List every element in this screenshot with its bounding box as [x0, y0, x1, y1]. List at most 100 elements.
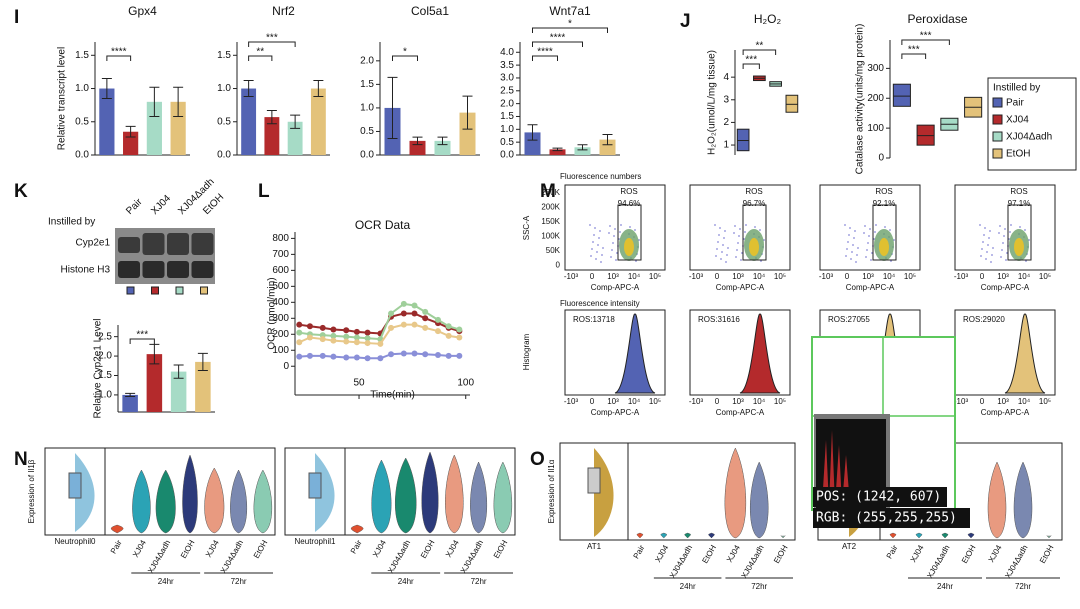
x-axis-label: Comp-APC-A [846, 283, 895, 292]
x-tick-label: 10⁴ [1018, 397, 1031, 406]
event-dot [850, 258, 852, 260]
event-dot [1001, 249, 1003, 251]
event-dot [610, 256, 612, 258]
x-tick-label: 10⁴ [628, 397, 641, 406]
event-dot [744, 231, 746, 233]
band [167, 261, 189, 278]
y-tick-label: 1.5 [360, 79, 374, 90]
ref-boxplot [68, 472, 82, 499]
point [400, 321, 407, 328]
point [456, 326, 463, 333]
event-dot [736, 249, 738, 251]
bar [459, 112, 476, 155]
y-tick-label: 0.5 [75, 116, 89, 127]
panel-label: L [258, 181, 270, 202]
panel-label: N [14, 449, 28, 470]
group-label: EtOH [1038, 543, 1056, 565]
timepoint-label: 24hr [680, 582, 696, 591]
bar [599, 139, 616, 155]
x-tick-label: 10⁴ [883, 272, 896, 281]
y-tick-label: 0.5 [500, 137, 514, 148]
point [411, 321, 418, 328]
event-dot [856, 254, 858, 256]
band [167, 233, 189, 255]
group-label: XJ04Δadh [386, 539, 412, 575]
y-tick-label: 1.5 [217, 50, 231, 61]
event-dot [760, 260, 762, 262]
violin [445, 454, 464, 534]
event-dot [741, 252, 743, 254]
legend-box [987, 77, 1077, 171]
violin [941, 532, 949, 539]
x-axis-label: Comp-APC-A [591, 283, 640, 292]
x-tick-label: 10⁴ [753, 397, 766, 406]
event-dot [715, 255, 717, 257]
gate [872, 204, 897, 261]
point [364, 335, 371, 342]
band [142, 261, 165, 278]
violin [394, 457, 417, 534]
panel-label: O [530, 449, 545, 470]
x-tick-label: 100 [457, 378, 474, 389]
x-tick-label: -10³ [689, 397, 704, 406]
timepoint-label: 72hr [231, 577, 247, 586]
bar [549, 149, 566, 155]
event-dot [721, 251, 723, 253]
legend-label: XJ04Δadh [1006, 132, 1052, 143]
significance-bracket [901, 53, 927, 59]
point [377, 355, 384, 362]
chart-title: Gpx4 [128, 4, 157, 18]
event-dot [754, 226, 756, 228]
bar [146, 101, 162, 155]
violin [155, 469, 176, 534]
x-axis-label: Time(min) [370, 390, 415, 401]
y-tick-label: 0.5 [360, 126, 374, 137]
point [445, 332, 452, 339]
significance-label: *** [745, 55, 757, 66]
legend-swatch [992, 131, 1003, 142]
event-dot [595, 258, 597, 260]
significance-label: * [568, 19, 572, 30]
error-bar [173, 86, 184, 117]
point [306, 323, 313, 330]
x-tick-label: 0 [980, 272, 985, 281]
group-label: EtOH [252, 538, 270, 560]
event-dot [854, 230, 856, 232]
violin [987, 461, 1007, 539]
event-dot [733, 232, 735, 234]
error-bar [527, 124, 538, 141]
event-dot [868, 235, 870, 237]
significance-bracket [106, 55, 132, 61]
point [411, 310, 418, 317]
y-tick-label: 2.0 [360, 55, 374, 66]
group-label: XJ04Δadh [459, 539, 485, 575]
lane-label: XJ04 [149, 193, 173, 217]
scatter-box [819, 184, 921, 271]
y-tick-label: 4 [723, 72, 729, 83]
point [319, 336, 326, 343]
event-dot [864, 225, 866, 227]
error-bar [387, 76, 398, 140]
event-dot [988, 237, 990, 239]
y-tick-label: 2 [723, 117, 729, 128]
point [319, 324, 326, 331]
group-label: XJ04 [909, 543, 926, 564]
point [388, 324, 395, 331]
y-tick-label: 50K [546, 246, 561, 255]
point [353, 328, 360, 335]
point [353, 334, 360, 341]
x-tick-label: 0 [980, 397, 985, 406]
box [892, 83, 911, 107]
event-dot [608, 232, 610, 234]
x-tick-label: -10³ [954, 272, 969, 281]
event-dot [849, 227, 851, 229]
legend-swatch [992, 114, 1003, 125]
y-tick-label: 250K [541, 188, 560, 197]
error-bar [125, 125, 136, 138]
event-dot [738, 235, 740, 237]
event-dot [1003, 235, 1005, 237]
x-tick-label: 10⁴ [753, 272, 766, 281]
violin [967, 532, 975, 539]
bar [241, 88, 257, 155]
group-label: XJ04Δadh [219, 539, 245, 575]
